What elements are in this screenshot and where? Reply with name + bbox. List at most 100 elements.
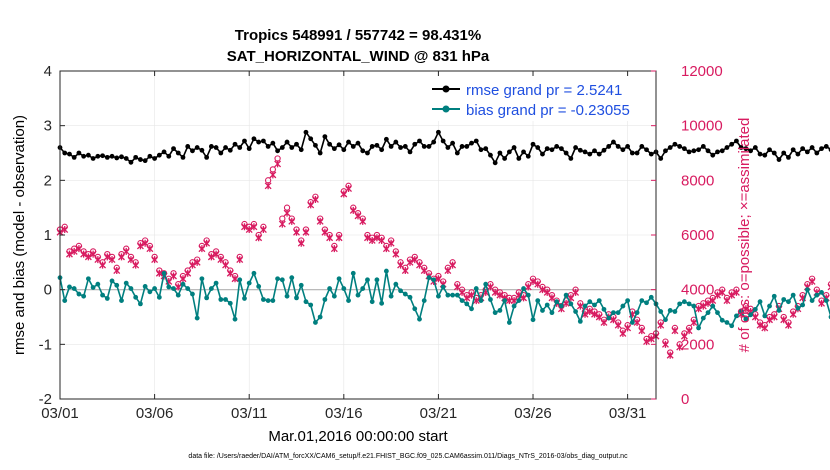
obs-possible-marker (113, 264, 120, 271)
rmse-marker (62, 150, 68, 156)
bias-marker (823, 298, 829, 303)
obs-possible-marker (298, 237, 305, 244)
obs-possible-marker (123, 245, 130, 252)
bias-marker (478, 298, 484, 303)
bias-marker (383, 268, 389, 274)
bias-marker (161, 270, 167, 276)
bias-marker (369, 299, 375, 305)
bias-marker (365, 277, 370, 283)
rmse-marker (161, 149, 167, 155)
bias-marker (634, 310, 640, 316)
rmse-marker (667, 145, 673, 150)
obs-possible-marker (279, 215, 286, 222)
rmse-marker (436, 129, 441, 135)
chart-title-line-2: SAT_HORIZONTAL_WIND @ 831 hPa (227, 48, 490, 65)
bias-marker (109, 278, 115, 284)
rmse-marker (639, 144, 645, 149)
obs-possible-marker (146, 242, 154, 250)
obs-possible-marker (529, 275, 537, 282)
rmse-marker (171, 146, 176, 152)
obs-possible-marker (544, 286, 551, 293)
obs-possible-marker (733, 286, 740, 293)
bias-marker (346, 298, 351, 303)
rmse-marker (194, 145, 200, 150)
obs-possible-marker (411, 253, 418, 261)
rmse-marker (246, 146, 252, 152)
obs-possible-marker (444, 264, 452, 271)
rmse-marker (90, 156, 96, 161)
bias-marker (360, 286, 366, 291)
obs-possible-marker (71, 245, 78, 252)
rmse-marker (549, 147, 555, 153)
rmse-marker (573, 145, 578, 150)
obs-possible-marker (785, 319, 792, 326)
rmse-marker (506, 149, 512, 155)
bias-marker (767, 303, 772, 309)
bias-marker (473, 286, 479, 291)
bias-marker (582, 303, 588, 309)
obs-possible-marker (293, 226, 300, 233)
obs-possible-marker (189, 259, 196, 266)
bias-marker (327, 286, 333, 291)
rmse-marker (663, 148, 668, 154)
y-left-tick-label: 2 (44, 172, 52, 189)
bias-marker (336, 276, 342, 282)
bias-marker (100, 292, 105, 298)
bias-marker (313, 320, 318, 325)
bias-marker (275, 276, 280, 282)
bias-marker (464, 301, 470, 307)
rmse-marker (71, 154, 77, 160)
rmse-marker (530, 141, 536, 147)
rmse-marker (672, 141, 678, 147)
rmse-marker (719, 148, 725, 154)
rmse-marker (114, 155, 120, 161)
bias-marker (743, 316, 749, 322)
rmse-marker (724, 145, 730, 150)
bias-marker (615, 310, 621, 316)
y-axis-label-right: # of obs: o=possible; ×=assimilated (736, 118, 753, 353)
rmse-marker (213, 145, 219, 150)
bias-marker (454, 292, 460, 298)
rmse-marker (729, 141, 735, 147)
obs-possible-marker (241, 220, 248, 228)
rmse-marker (417, 138, 422, 144)
obs-possible-marker (468, 289, 475, 296)
rmse-marker (166, 153, 172, 159)
bias-marker (90, 285, 96, 290)
obs-possible-marker (236, 253, 243, 261)
bias-marker (809, 298, 815, 303)
y-left-tick-label: 1 (44, 227, 52, 244)
rmse-marker (355, 140, 361, 146)
y-left-tick-label: -2 (39, 391, 52, 408)
rmse-marker (190, 148, 195, 154)
bias-marker (393, 281, 399, 287)
obs-possible-marker (492, 286, 499, 293)
obs-possible-marker (742, 302, 750, 310)
obs-possible-marker (719, 286, 726, 293)
obs-possible-marker (615, 319, 622, 326)
rmse-marker (138, 157, 143, 162)
bias-marker (667, 308, 673, 313)
rmse-marker (109, 153, 115, 159)
rmse-marker (525, 153, 531, 159)
obs-possible-marker (496, 289, 504, 296)
rmse-marker (237, 145, 243, 150)
bias-marker (232, 316, 238, 322)
rmse-marker (634, 150, 640, 156)
bias-marker (625, 298, 631, 303)
rmse-marker (819, 146, 824, 152)
bias-marker (686, 301, 692, 307)
bias-marker (677, 301, 683, 307)
obs-possible-marker (350, 204, 357, 211)
bias-marker (752, 306, 758, 312)
rmse-marker (459, 144, 465, 149)
rmse-marker (412, 141, 418, 147)
rmse-marker (81, 153, 87, 159)
rmse-marker (294, 141, 299, 147)
obs-possible-marker (141, 237, 149, 244)
bias-marker (781, 297, 787, 302)
rmse-marker (478, 147, 484, 153)
rmse-marker (218, 150, 224, 156)
bias-marker (592, 302, 597, 308)
rmse-marker (341, 147, 347, 153)
